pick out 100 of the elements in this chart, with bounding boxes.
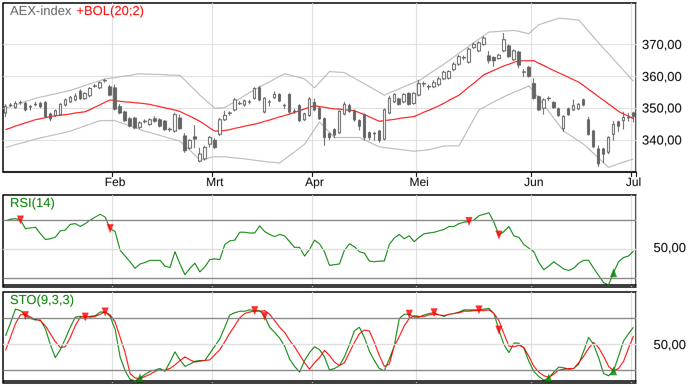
- candlestick: [283, 103, 286, 110]
- candlestick: [557, 107, 560, 118]
- candlestick: [258, 85, 261, 102]
- candlestick: [253, 86, 256, 100]
- candlestick: [572, 99, 575, 112]
- point: [545, 373, 552, 382]
- candlestick: [293, 108, 296, 114]
- text: +BOL(20;2): [76, 3, 144, 18]
- candlestick: [228, 110, 232, 116]
- candlestick: [597, 145, 600, 168]
- line-series: [4, 18, 634, 109]
- text: AEX-index: [10, 3, 72, 18]
- candlestick: [552, 100, 556, 110]
- candlestick: [602, 147, 605, 164]
- candlestick: [617, 120, 620, 132]
- point: [106, 224, 114, 234]
- point: [261, 312, 268, 321]
- candlestick: [323, 116, 326, 146]
- series-label: RSI(14): [10, 195, 55, 210]
- point: [495, 326, 502, 335]
- candlestick: [383, 108, 386, 141]
- x-tick-label: Mrt: [206, 175, 224, 189]
- point: [22, 311, 29, 320]
- candlestick: [74, 93, 77, 102]
- candlestick: [592, 129, 595, 149]
- candlestick: [64, 98, 67, 107]
- candlestick: [4, 104, 7, 118]
- candlestick: [103, 78, 107, 84]
- candlestick: [348, 103, 351, 114]
- candlestick: [9, 102, 12, 108]
- point: [251, 306, 258, 316]
- candlestick: [353, 109, 356, 122]
- candlestick: [54, 109, 57, 118]
- candlestick: [39, 101, 42, 109]
- candlestick: [373, 131, 376, 142]
- candlestick: [24, 101, 27, 112]
- candlestick: [303, 112, 306, 122]
- point: [430, 308, 438, 318]
- point: [495, 230, 502, 240]
- candlestick: [358, 118, 361, 132]
- candlestick: [627, 112, 630, 122]
- candlestick: [298, 104, 301, 122]
- candlestick: [567, 107, 570, 116]
- candlestick: [388, 95, 391, 115]
- candlestick: [607, 136, 610, 155]
- point: [16, 216, 24, 225]
- text: 50,00: [653, 337, 686, 352]
- candlestick: [278, 92, 281, 103]
- candlestick: [368, 131, 371, 141]
- series-label: STO(9,3,3): [10, 292, 74, 307]
- point: [406, 310, 413, 319]
- candlestick: [582, 98, 585, 107]
- candlestick: [343, 101, 346, 116]
- x-tick-label: Apr: [305, 175, 324, 189]
- candlestick: [308, 96, 311, 118]
- x-tick-label: Feb: [104, 175, 126, 189]
- y-tick-label: 360,00: [642, 68, 682, 84]
- candlestick: [59, 102, 62, 116]
- candlestick: [378, 129, 381, 144]
- line-series: [4, 60, 634, 132]
- x-tick-label: Jun: [524, 175, 544, 189]
- candlestick: [622, 111, 625, 130]
- candlestick: [313, 98, 316, 112]
- candlestick: [14, 100, 17, 110]
- candlestick: [612, 120, 615, 142]
- candlestick: [338, 110, 341, 135]
- candlestick: [547, 96, 551, 102]
- candlestick: [288, 92, 291, 114]
- point: [136, 373, 144, 382]
- candlestick: [34, 101, 37, 107]
- x-tick-label: Jul: [626, 175, 642, 189]
- text: 50,00: [653, 240, 686, 255]
- candlestick: [273, 90, 276, 100]
- point: [610, 366, 618, 376]
- candlestick: [318, 106, 321, 121]
- y-tick-label: 340,00: [642, 132, 682, 148]
- candlestick: [587, 116, 590, 136]
- y-tick-label: 350,00: [642, 100, 682, 116]
- line-series: [4, 85, 634, 168]
- candlestick: [49, 112, 52, 122]
- candlestick: [268, 99, 271, 107]
- candlestick: [263, 96, 266, 114]
- point: [466, 216, 473, 226]
- candlestick: [328, 132, 331, 141]
- candlestick: [248, 99, 251, 105]
- point: [82, 312, 89, 322]
- candlestick: [333, 128, 336, 139]
- candlestick: [632, 111, 635, 123]
- point: [102, 308, 109, 317]
- candlestick: [577, 102, 580, 111]
- candlestick: [44, 100, 47, 118]
- point: [610, 268, 618, 278]
- candlestick: [69, 96, 72, 104]
- candlestick: [29, 104, 32, 111]
- candlestick: [19, 100, 22, 106]
- x-tick-label: Mei: [410, 175, 429, 189]
- candlestick: [193, 124, 197, 149]
- y-tick-label: 370,00: [642, 36, 682, 52]
- candlestick: [363, 112, 366, 142]
- point: [475, 305, 482, 314]
